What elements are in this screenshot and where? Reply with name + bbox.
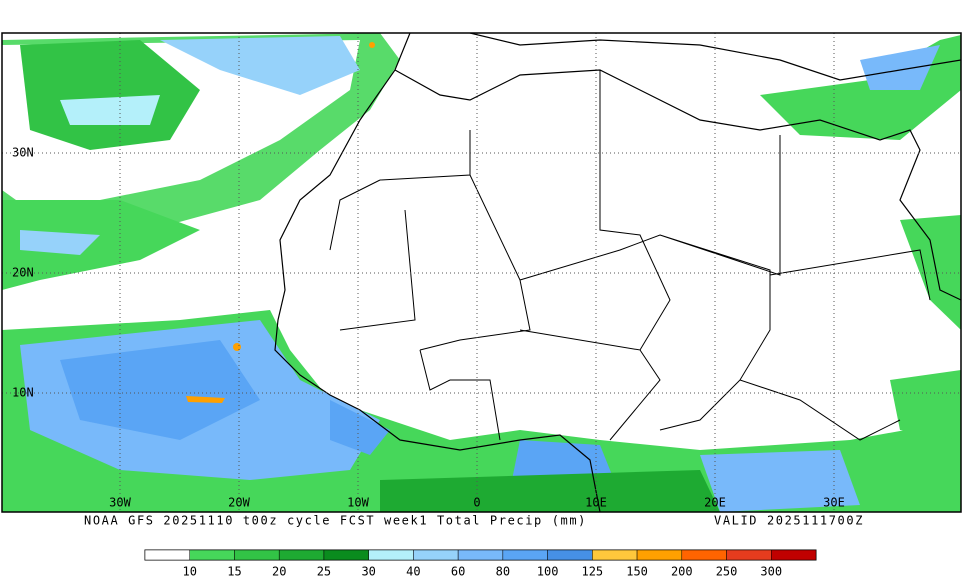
lat-label: 30N xyxy=(12,146,34,160)
colorbar-label: 80 xyxy=(496,565,510,579)
colorbar: 10 15 20 25 30 40 60 80 100 125 150 200 250 300 xyxy=(144,549,817,579)
lon-label: 20W xyxy=(228,496,250,510)
precip-field xyxy=(2,33,961,512)
colorbar-label: 10 xyxy=(183,565,197,579)
colorbar-swatch xyxy=(771,549,817,561)
lon-label: 10W xyxy=(347,496,369,510)
colorbar-label: 125 xyxy=(581,565,603,579)
colorbar-label: 100 xyxy=(537,565,559,579)
lat-label: 10N xyxy=(12,386,34,400)
colorbar-label: 40 xyxy=(406,565,420,579)
colorbar-swatch xyxy=(547,549,593,561)
colorbar-label: 200 xyxy=(671,565,693,579)
colorbar-swatch xyxy=(144,549,190,561)
colorbar-label: 60 xyxy=(451,565,465,579)
lon-label: 10E xyxy=(585,496,607,510)
colorbar-label: 150 xyxy=(626,565,648,579)
colorbar-swatch xyxy=(636,549,683,561)
colorbar-swatch xyxy=(502,549,548,561)
valid-time: VALID 2025111700Z xyxy=(714,514,864,528)
colorbar-label: 15 xyxy=(227,565,241,579)
lon-label: 0 xyxy=(473,496,480,510)
colorbar-swatch xyxy=(368,549,414,561)
colorbar-swatch xyxy=(189,549,235,561)
lon-label: 30E xyxy=(823,496,845,510)
colorbar-swatch xyxy=(278,549,325,561)
colorbar-label: 250 xyxy=(716,565,738,579)
colorbar-swatch xyxy=(592,549,638,561)
map-frame xyxy=(1,32,962,513)
colorbar-label: 25 xyxy=(317,565,331,579)
colorbar-swatch xyxy=(413,549,459,561)
colorbar-label: 300 xyxy=(760,565,782,579)
colorbar-swatch xyxy=(457,549,504,561)
colorbar-label: 20 xyxy=(272,565,286,579)
colorbar-swatch xyxy=(726,549,772,561)
lat-label: 20N xyxy=(12,266,34,280)
graticule: 30W 20W 10W 0 10E 20E 30E 30N 20N 10N xyxy=(2,33,961,512)
colorbar-swatch xyxy=(681,549,727,561)
caption: NOAA GFS 20251110 t00z cycle FCST week1 … xyxy=(84,514,587,528)
colorbar-swatch xyxy=(234,549,280,561)
colorbar-label: 30 xyxy=(361,565,375,579)
colorbar-swatch xyxy=(323,549,369,561)
lon-label: 30W xyxy=(109,496,131,510)
lon-label: 20E xyxy=(704,496,726,510)
